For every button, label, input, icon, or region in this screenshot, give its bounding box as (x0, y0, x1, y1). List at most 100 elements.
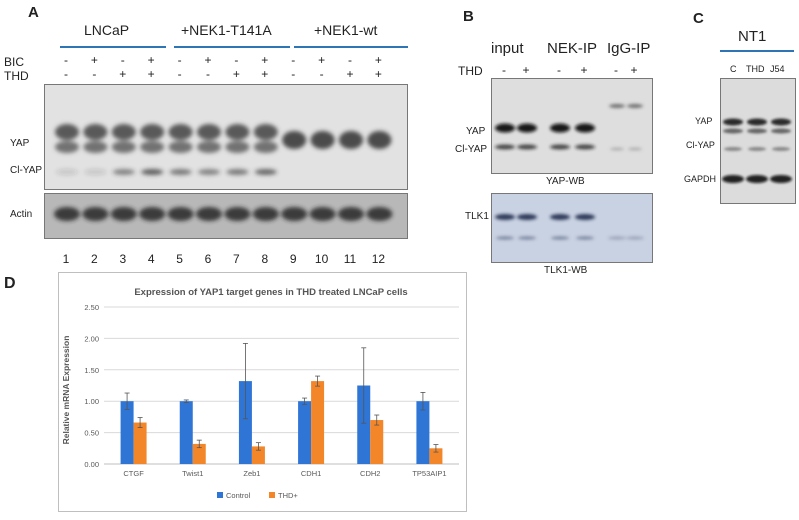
panel-b-yap-wb-caption: YAP-WB (546, 176, 585, 187)
legend-label: THD+ (278, 491, 298, 500)
yap-band-upper (55, 124, 79, 140)
lane-number: 11 (343, 252, 357, 266)
panel-b-yap-blot (491, 78, 653, 174)
panel-b-thd-sign: - (614, 63, 618, 77)
panel-b-igg-band-faint (610, 147, 624, 151)
panel-b-igg-band (627, 104, 643, 108)
panel-c-yap-band (723, 118, 743, 126)
panel-c-yap-band (771, 118, 791, 126)
lane-number: 10 (314, 252, 329, 266)
panel-c-yap-band-lower (723, 128, 743, 134)
thd-row-label: THD (4, 69, 29, 83)
group-label-nek1-wt: +NEK1-wt (314, 22, 378, 38)
thd-sign: - (92, 67, 97, 81)
yap-band-lower (253, 141, 278, 153)
chart-error-bars (124, 343, 439, 453)
bar-thd-tp53aip1 (429, 448, 443, 464)
thd-sign: - (64, 67, 68, 81)
y-tick-label: 0.00 (84, 460, 99, 469)
lane-number: 5 (176, 252, 183, 266)
panel-b-thd-sign: - (557, 63, 561, 77)
chart-legend: Control THD+ (217, 491, 298, 500)
bar-control-tp53aip1 (416, 401, 430, 464)
panel-b-tlk1-band-lower (518, 236, 536, 240)
thd-sign: + (261, 67, 269, 81)
bic-sign: + (261, 53, 269, 67)
clyap-band (112, 169, 135, 175)
panel-b-igg-band (609, 104, 625, 108)
panel-b-tlk1-band (575, 214, 595, 220)
bar-control-twist1 (179, 401, 193, 464)
panel-a-yap-bands (55, 124, 392, 175)
clyap-band (254, 169, 277, 175)
panel-c-gapdh-band (770, 175, 792, 183)
actin-band (224, 207, 251, 221)
panel-c-blot (720, 78, 796, 204)
clyap-band (198, 169, 220, 175)
yap-band-upper (225, 124, 250, 140)
panel-c-gapdh-band (722, 175, 744, 183)
clyap-band (84, 169, 107, 175)
chart-title: Expression of YAP1 target genes in THD t… (134, 287, 407, 298)
x-tick-label: CTGF (123, 469, 144, 478)
panel-a-clyap-label: Cl-YAP (10, 165, 43, 176)
y-tick-label: 2.50 (84, 303, 99, 312)
bar-control-ctgf (120, 401, 134, 464)
panel-b-yap-band (517, 123, 537, 133)
clyap-band (226, 169, 249, 175)
panel-b-tlk1-band-lower (626, 236, 644, 240)
actin-band (309, 207, 336, 221)
lane-number: 3 (119, 252, 127, 266)
bic-sign: - (177, 53, 182, 67)
bar-control-cdh2 (357, 385, 371, 464)
panel-b-tlk1-band-lower (576, 236, 594, 240)
group-label-nek1-t141a: +NEK1-T141A (181, 22, 272, 38)
bar-chart-svg: Expression of YAP1 target genes in THD t… (61, 287, 459, 500)
panel-c-clyap-band (748, 147, 766, 151)
thd-sign: - (206, 67, 210, 81)
panel-b-tlk1-blot (491, 193, 653, 263)
bic-sign: + (147, 53, 155, 67)
yap-band-lower (55, 141, 79, 153)
bic-sign: + (90, 53, 98, 67)
actin-band (167, 207, 194, 221)
bic-sign: - (348, 53, 352, 67)
clyap-band (169, 169, 192, 175)
panel-c-bands (722, 118, 792, 183)
actin-band (82, 207, 109, 221)
panel-a-yap-blot (44, 84, 408, 190)
yap-band-upper (168, 124, 193, 140)
thd-sign: + (119, 67, 127, 81)
clyap-band (56, 169, 78, 175)
actin-band (110, 207, 137, 221)
bic-sign: - (64, 53, 68, 67)
y-tick-label: 2.00 (84, 334, 99, 343)
panel-b-clyap-band (495, 144, 515, 150)
panel-b-yap-band (550, 123, 570, 133)
panel-d-chart: Expression of YAP1 target genes in THD t… (58, 272, 467, 512)
group-underline-nt1 (720, 50, 794, 52)
panel-b-tlk1-band (550, 214, 570, 220)
group-label-input: input (491, 40, 524, 57)
actin-band (338, 207, 364, 221)
x-tick-label: Twist1 (182, 469, 203, 478)
lane-number: 12 (371, 252, 386, 266)
x-tick-label: CDH2 (360, 469, 380, 478)
panel-b-thd-sign: + (580, 63, 588, 77)
yap-band-upper (282, 131, 307, 149)
panel-b-tlk1-band-lower (496, 236, 514, 240)
panel-b-tlk1-band-lower (608, 236, 626, 240)
bic-sign: - (291, 53, 296, 67)
panel-c-lane-thd: THD (746, 64, 765, 74)
panel-c-letter: C (693, 10, 704, 27)
bar-thd-twist1 (192, 443, 206, 464)
panel-c-yap-band (747, 118, 767, 126)
panel-a-actin-blot (44, 193, 408, 239)
yap-band-upper (140, 124, 165, 140)
x-tick-label: Zeb1 (243, 469, 260, 478)
bar-thd-cdh2 (370, 420, 384, 464)
panel-b-yap-bands (495, 104, 643, 151)
actin-band (366, 207, 393, 221)
group-label-nt1: NT1 (738, 28, 767, 45)
lane-number: 2 (91, 252, 98, 266)
